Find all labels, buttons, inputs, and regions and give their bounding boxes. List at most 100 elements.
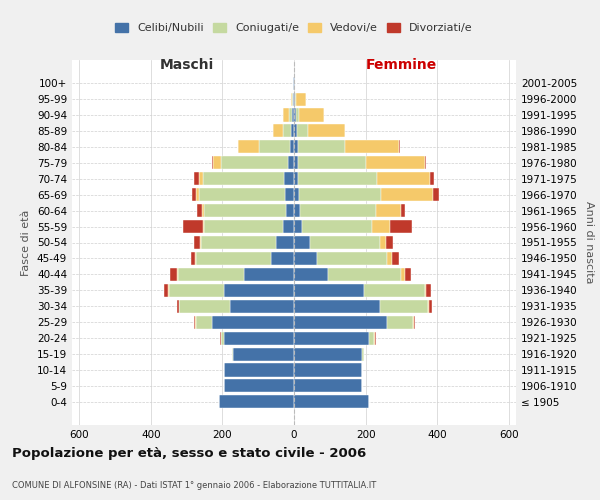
Bar [433,188,439,201]
Bar [328,268,401,281]
Bar [291,124,294,138]
Bar [221,332,224,344]
Bar [430,172,434,186]
Bar [233,348,294,360]
Bar [294,380,362,392]
Bar [345,140,398,153]
Bar [301,204,376,217]
Bar [430,300,432,313]
Bar [294,124,297,138]
Bar [164,284,168,297]
Bar [194,172,199,186]
Bar [294,364,362,376]
Bar [308,124,345,138]
Bar [374,332,375,344]
Bar [285,188,294,201]
Bar [405,268,411,281]
Bar [386,236,393,249]
Bar [230,300,294,313]
Bar [179,300,230,313]
Bar [369,332,374,344]
Bar [286,204,294,217]
Bar [298,156,365,170]
Bar [200,236,201,249]
Bar [389,220,412,233]
Bar [194,236,200,249]
Bar [196,316,212,328]
Bar [271,252,294,265]
Bar [238,140,259,153]
Bar [212,316,294,328]
Bar [428,300,430,313]
Bar [195,252,196,265]
Bar [203,220,204,233]
Bar [310,236,380,249]
Bar [317,252,387,265]
Bar [192,188,196,201]
Bar [294,108,296,122]
Bar [401,268,405,281]
Bar [177,268,178,281]
Bar [398,140,400,153]
Bar [292,92,293,106]
Bar [425,284,427,297]
Bar [294,204,301,217]
Bar [169,284,224,297]
Bar [295,92,296,106]
Bar [291,92,292,106]
Bar [296,92,306,106]
Bar [294,396,369,408]
Bar [380,236,386,249]
Bar [196,188,199,201]
Bar [387,316,413,328]
Text: Maschi: Maschi [160,58,214,72]
Legend: Celibi/Nubili, Coniugati/e, Vedovi/e, Divorziati/e: Celibi/Nubili, Coniugati/e, Vedovi/e, Di… [111,18,477,38]
Bar [425,156,427,170]
Bar [294,220,302,233]
Bar [183,220,203,233]
Bar [299,108,325,122]
Bar [372,220,389,233]
Bar [204,220,283,233]
Bar [294,348,362,360]
Bar [299,188,380,201]
Y-axis label: Fasce di età: Fasce di età [22,210,31,276]
Bar [297,124,308,138]
Bar [294,268,328,281]
Bar [283,108,289,122]
Bar [375,332,376,344]
Bar [290,140,294,153]
Bar [276,236,294,249]
Bar [376,204,401,217]
Bar [168,284,169,297]
Bar [365,156,425,170]
Bar [294,252,317,265]
Bar [199,188,285,201]
Bar [294,300,380,313]
Bar [191,252,195,265]
Bar [170,268,177,281]
Bar [427,284,431,297]
Bar [392,252,398,265]
Bar [194,316,195,328]
Bar [199,172,203,186]
Bar [294,332,369,344]
Bar [401,204,405,217]
Bar [196,252,271,265]
Bar [221,156,287,170]
Bar [377,172,430,186]
Bar [204,204,286,217]
Bar [294,140,298,153]
Bar [272,124,283,138]
Bar [302,220,372,233]
Bar [298,172,377,186]
Bar [293,76,294,90]
Bar [283,124,291,138]
Y-axis label: Anni di nascita: Anni di nascita [584,201,594,284]
Bar [212,156,214,170]
Bar [294,76,295,90]
Text: Popolazione per età, sesso e stato civile - 2006: Popolazione per età, sesso e stato civil… [12,448,366,460]
Bar [294,316,387,328]
Bar [289,108,292,122]
Bar [298,140,345,153]
